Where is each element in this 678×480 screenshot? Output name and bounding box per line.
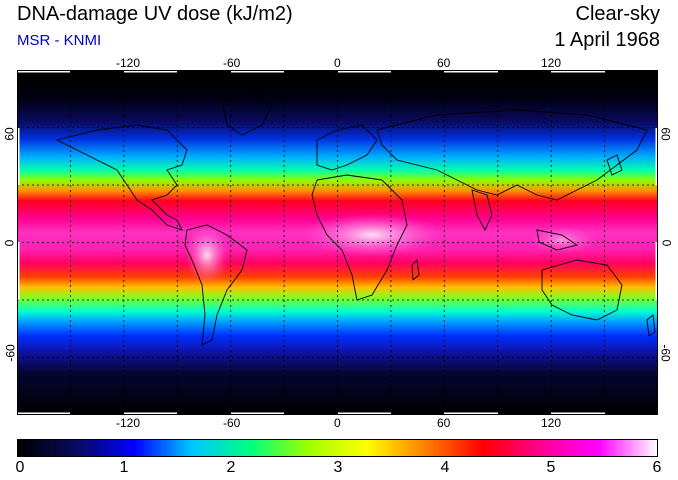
colorbar-label: 2 — [226, 459, 236, 476]
map-date: 1 April 1968 — [554, 29, 660, 51]
map-source: MSR - KNMI — [17, 32, 102, 49]
graticule — [17, 70, 658, 415]
colorbar-label: 6 — [652, 459, 662, 476]
lon-tick-bottom: 120 — [541, 416, 562, 430]
lon-tick-bottom: 60 — [437, 416, 451, 430]
lon-tick-top: 0 — [334, 56, 341, 70]
colorbar — [17, 439, 658, 457]
map-title: DNA-damage UV dose (kJ/m2) — [17, 3, 293, 25]
lat-tick-left: -60 — [3, 344, 18, 362]
colorbar-label: 5 — [546, 459, 556, 476]
lon-tick-bottom: -60 — [223, 416, 241, 430]
colorbar-label: 0 — [15, 459, 25, 476]
lat-tick-left: 0 — [2, 239, 17, 247]
lon-tick-top: -60 — [223, 56, 241, 70]
lat-tick-left: 60 — [2, 127, 17, 141]
colorbar-label: 3 — [333, 459, 343, 476]
colorbar-label: 1 — [119, 459, 129, 476]
sky-condition: Clear-sky — [575, 3, 660, 25]
colorbar-label: 4 — [440, 459, 450, 476]
lon-tick-bottom: -120 — [116, 416, 141, 430]
coastlines — [55, 94, 656, 346]
map-canvas — [17, 70, 658, 415]
world-uv-map — [17, 70, 658, 415]
lat-tick-right: 60 — [658, 127, 673, 141]
lon-tick-bottom: 0 — [334, 416, 341, 430]
lat-tick-right: 0 — [659, 239, 674, 247]
lon-tick-top: 60 — [437, 56, 451, 70]
lon-tick-top: 120 — [541, 56, 562, 70]
lon-tick-top: -120 — [116, 56, 141, 70]
lat-tick-right: -60 — [658, 344, 673, 362]
